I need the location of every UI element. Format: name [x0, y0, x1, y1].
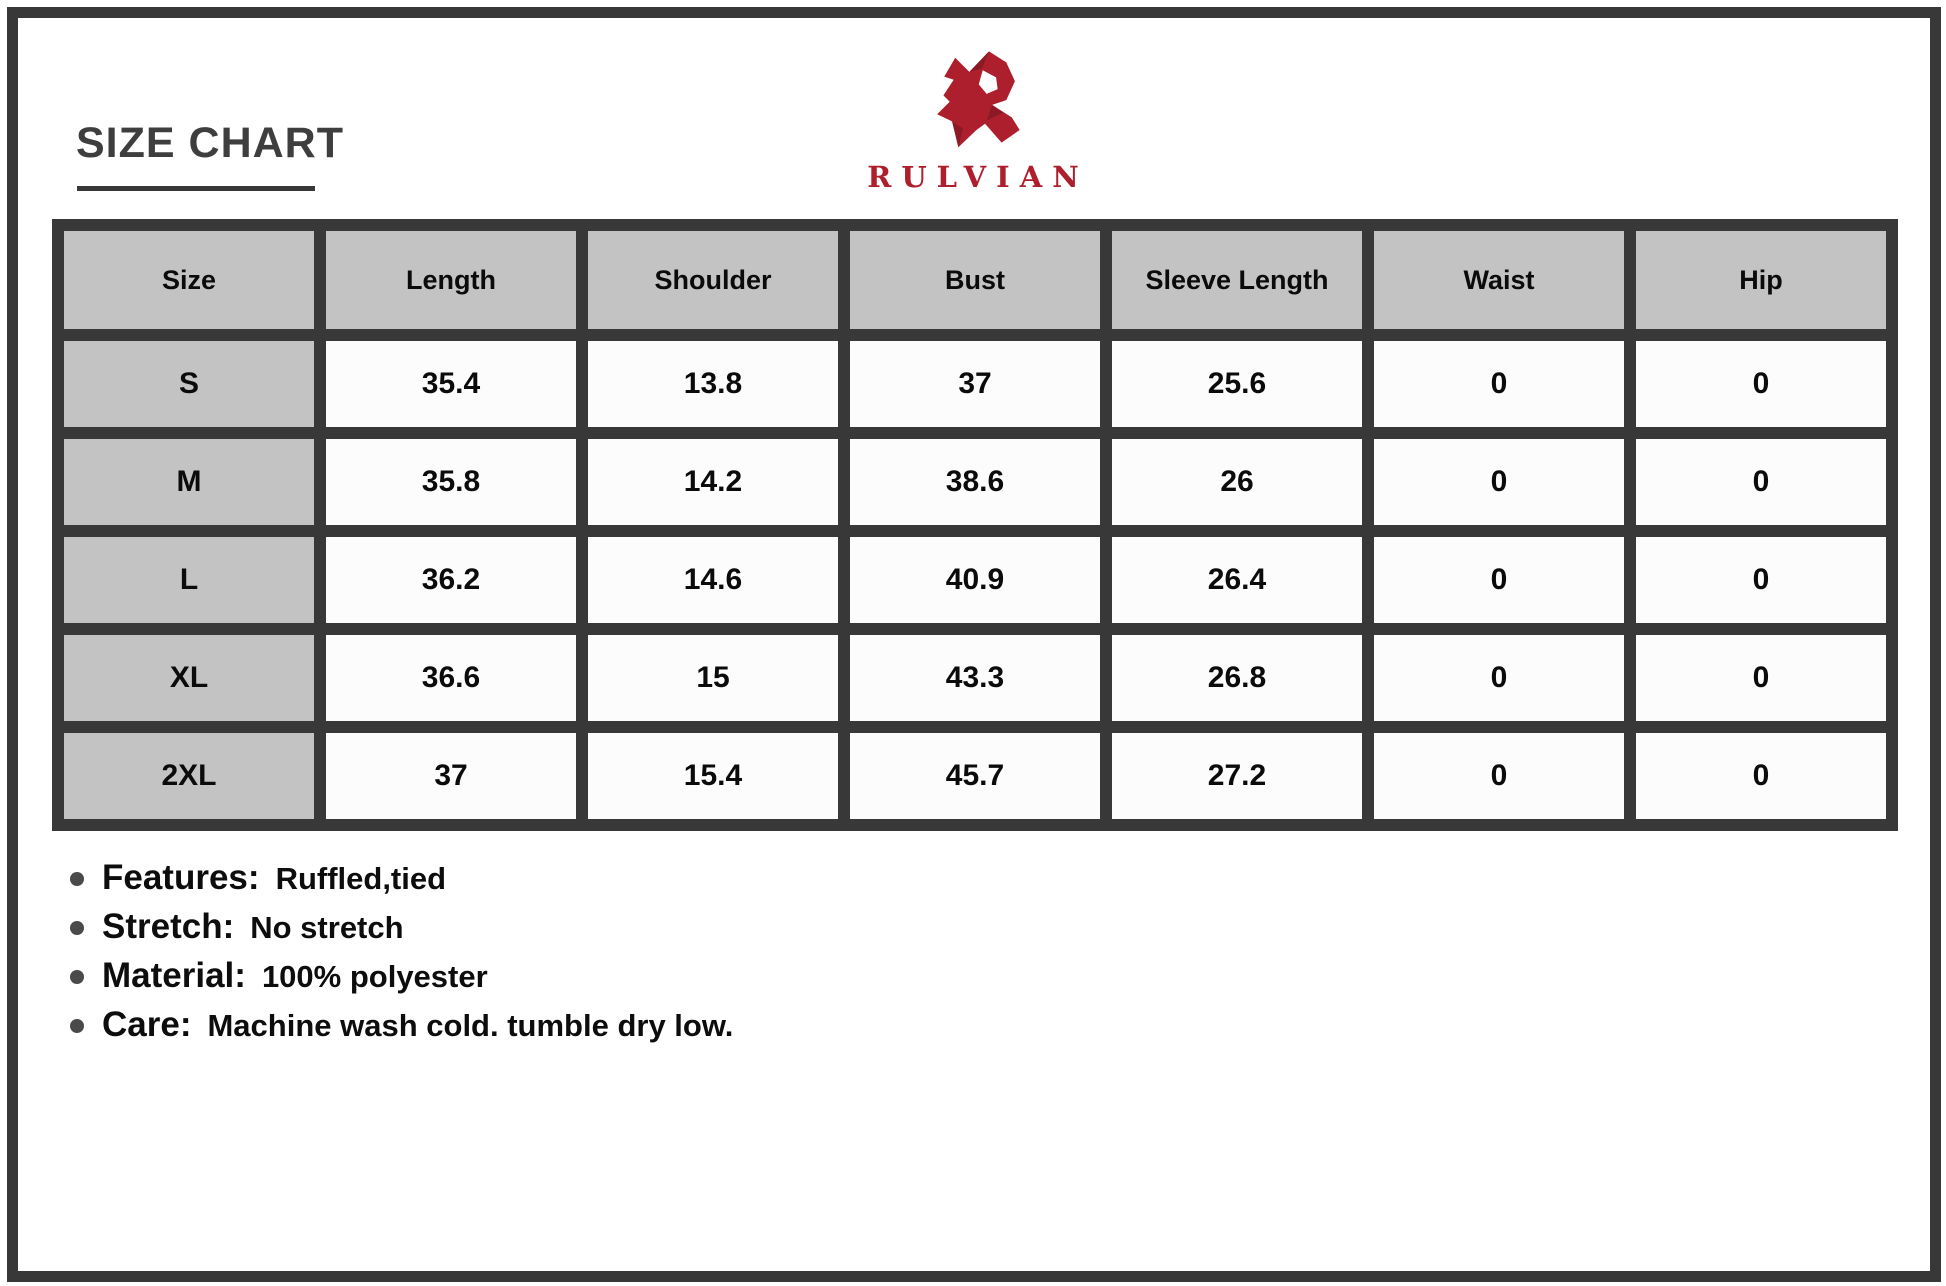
detail-value: No stretch — [250, 910, 404, 945]
detail-label: Care: — [102, 1005, 192, 1044]
measurement-cell: 0 — [1362, 427, 1636, 537]
measurement-cell: 25.6 — [1100, 329, 1374, 439]
measurement-cell: 26 — [1100, 427, 1374, 537]
measurement-cell: 37 — [838, 329, 1112, 439]
measurement-cell: 35.4 — [314, 329, 588, 439]
size-table-head: Size Length Shoulder Bust Sleeve Length Waist… — [52, 219, 1898, 341]
brand-name: RULVIAN — [867, 160, 1089, 194]
measurement-cell: 40.9 — [838, 525, 1112, 635]
measurement-cell: 27.2 — [1100, 721, 1374, 831]
measurement-cell: 15 — [576, 623, 850, 733]
measurement-cell: 36.2 — [314, 525, 588, 635]
measurement-cell: 0 — [1624, 721, 1898, 831]
detail-item: Care: Machine wash cold. tumble dry low. — [70, 1005, 733, 1054]
measurement-cell: 37 — [314, 721, 588, 831]
measurement-cell: 0 — [1624, 525, 1898, 635]
column-header-waist: Waist — [1362, 219, 1636, 341]
measurement-cell: 14.6 — [576, 525, 850, 635]
rulvian-r-logo-icon — [936, 51, 1020, 148]
bullet-icon — [70, 1018, 84, 1033]
detail-item: Material: 100% polyester — [70, 956, 733, 1005]
measurement-cell: 0 — [1362, 329, 1636, 439]
size-label: L — [52, 525, 326, 635]
column-header-shoulder: Shoulder — [576, 219, 850, 341]
page-title: SIZE CHART — [76, 119, 344, 167]
size-table-body: S 35.4 13.8 37 25.6 0 0 M 35.8 14.2 38.6 26 0 0 L 36.2 1… — [52, 329, 1898, 831]
measurement-cell: 13.8 — [576, 329, 850, 439]
measurement-cell: 36.6 — [314, 623, 588, 733]
measurement-cell: 45.7 — [838, 721, 1112, 831]
details-list: Features: Ruffled,tied Stretch: No stretch M… — [70, 858, 733, 1054]
brand-logo: RULVIAN — [857, 42, 1088, 194]
measurement-cell: 0 — [1624, 329, 1898, 439]
detail-label: Features: — [102, 858, 260, 897]
measurement-cell: 0 — [1362, 525, 1636, 635]
detail-item: Features: Ruffled,tied — [70, 858, 733, 907]
table-row-s: S 35.4 13.8 37 25.6 0 0 — [52, 329, 1898, 439]
column-header-size: Size — [52, 219, 326, 341]
detail-value: Ruffled,tied — [275, 861, 447, 896]
size-label: S — [52, 329, 326, 439]
measurement-cell: 26.8 — [1100, 623, 1374, 733]
column-header-length: Length — [314, 219, 588, 341]
bullet-icon — [70, 969, 84, 984]
detail-value: 100% polyester — [261, 959, 488, 994]
title-underline — [77, 186, 315, 191]
measurement-cell: 43.3 — [838, 623, 1112, 733]
detail-item: Stretch: No stretch — [70, 907, 733, 956]
column-header-bust: Bust — [838, 219, 1112, 341]
table-row-2xl: 2XL 37 15.4 45.7 27.2 0 0 — [52, 721, 1898, 831]
bullet-icon — [70, 920, 84, 935]
measurement-cell: 35.8 — [314, 427, 588, 537]
size-table: Size Length Shoulder Bust Sleeve Length Waist… — [52, 219, 1898, 831]
measurement-cell: 38.6 — [838, 427, 1112, 537]
detail-label: Material: — [102, 956, 246, 995]
detail-value: Machine wash cold. tumble dry low. — [207, 1008, 734, 1043]
measurement-cell: 15.4 — [576, 721, 850, 831]
measurement-cell: 26.4 — [1100, 525, 1374, 635]
measurement-cell: 14.2 — [576, 427, 850, 537]
table-row-m: M 35.8 14.2 38.6 26 0 0 — [52, 427, 1898, 537]
detail-label: Stretch: — [102, 907, 235, 946]
measurement-cell: 0 — [1624, 623, 1898, 733]
table-row-l: L 36.2 14.6 40.9 26.4 0 0 — [52, 525, 1898, 635]
measurement-cell: 0 — [1362, 721, 1636, 831]
measurement-cell: 0 — [1362, 623, 1636, 733]
table-row-xl: XL 36.6 15 43.3 26.8 0 0 — [52, 623, 1898, 733]
size-label: XL — [52, 623, 326, 733]
size-label: M — [52, 427, 326, 537]
column-header-sleeve-length: Sleeve Length — [1100, 219, 1374, 341]
column-header-hip: Hip — [1624, 219, 1898, 341]
bullet-icon — [70, 871, 84, 886]
measurement-cell: 0 — [1624, 427, 1898, 537]
size-table-header-row: Size Length Shoulder Bust Sleeve Length Waist… — [52, 219, 1898, 341]
size-label: 2XL — [52, 721, 326, 831]
